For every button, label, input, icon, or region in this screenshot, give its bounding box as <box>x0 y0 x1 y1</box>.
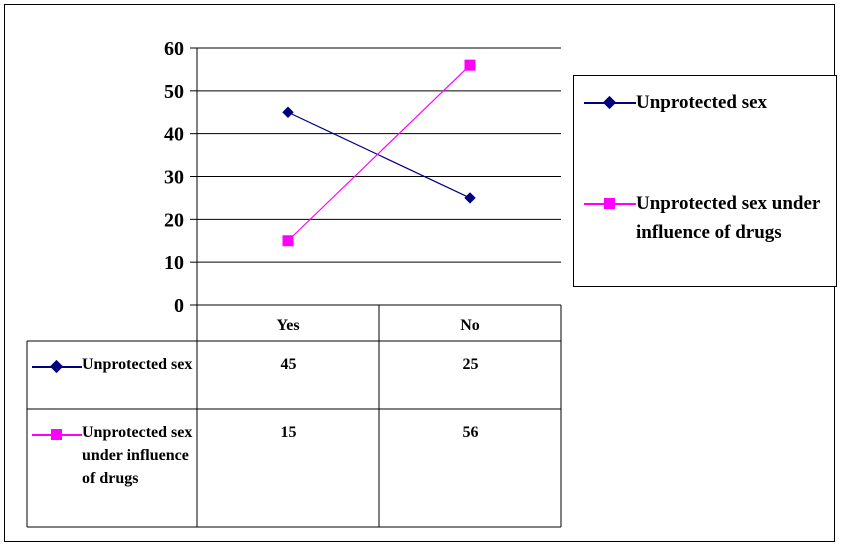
data-point <box>282 235 294 247</box>
y-tick-label: 10 <box>164 252 184 274</box>
data-table-cell: 56 <box>462 424 479 441</box>
data-table-cell: 25 <box>462 356 479 373</box>
data-table-row-label: Unprotected sex <box>82 356 193 373</box>
y-tick-label: 40 <box>164 124 184 146</box>
legend-label: Unprotected sex under influence of drugs <box>636 193 821 243</box>
legend-key-square <box>584 189 636 218</box>
legend-key-diamond <box>584 88 636 117</box>
data-table-cell: 15 <box>280 424 297 441</box>
legend: Unprotected sex Unprotected sex under in… <box>573 75 837 287</box>
y-tick-label: 60 <box>164 38 184 60</box>
legend-item-unprotected-sex-drugs: Unprotected sex under influence of drugs <box>574 189 836 247</box>
y-tick-label: 30 <box>164 167 184 189</box>
data-point <box>282 106 294 118</box>
y-tick-label: 20 <box>164 209 184 231</box>
data-table-key-square <box>32 421 82 443</box>
x-category-label: No <box>460 317 480 334</box>
data-point <box>464 59 476 71</box>
y-tick-label: 0 <box>174 295 184 317</box>
data-table-row-label-unprotected-sex-drugs: Unprotected sex under influence of drugs <box>32 421 197 490</box>
data-table-cell: 45 <box>280 356 297 373</box>
series-line <box>287 64 471 242</box>
x-category-label: Yes <box>276 317 299 334</box>
data-table-key-diamond <box>32 353 82 375</box>
y-tick-label: 50 <box>164 81 184 103</box>
legend-label: Unprotected sex <box>636 92 768 113</box>
legend-item-unprotected-sex: Unprotected sex <box>574 88 836 117</box>
series-line <box>287 111 471 199</box>
data-point <box>464 192 476 204</box>
data-table-row-label: Unprotected sex under influence of drugs <box>82 424 193 487</box>
data-table-row-label-unprotected-sex: Unprotected sex <box>32 353 197 376</box>
